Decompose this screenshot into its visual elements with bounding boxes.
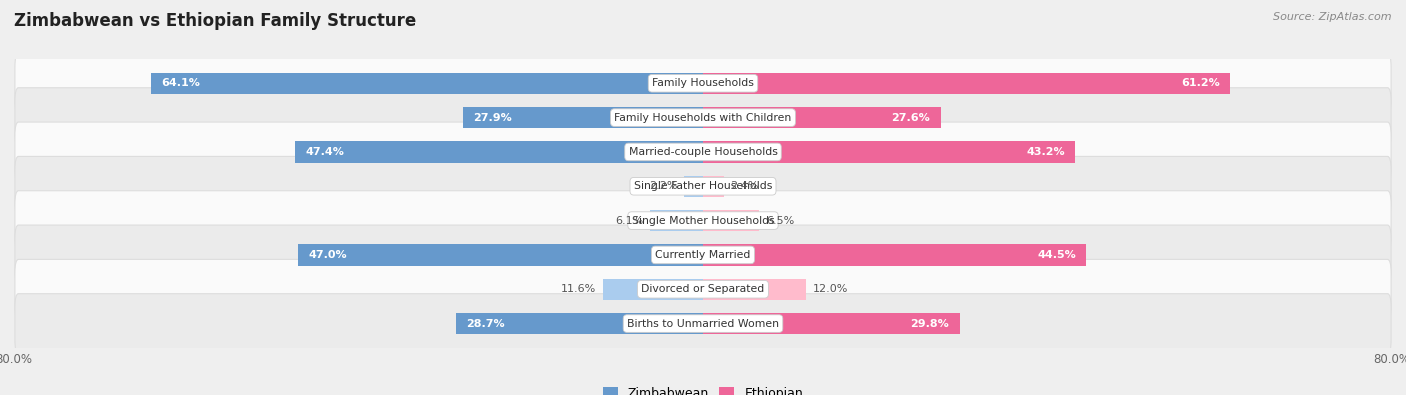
Text: 6.5%: 6.5% xyxy=(766,216,794,226)
Legend: Zimbabwean, Ethiopian: Zimbabwean, Ethiopian xyxy=(598,382,808,395)
FancyBboxPatch shape xyxy=(15,88,1391,147)
Bar xyxy=(703,141,1076,163)
Text: 11.6%: 11.6% xyxy=(561,284,596,294)
Text: 6.1%: 6.1% xyxy=(616,216,644,226)
Text: Zimbabwean vs Ethiopian Family Structure: Zimbabwean vs Ethiopian Family Structure xyxy=(14,12,416,30)
Bar xyxy=(463,107,703,128)
Text: Currently Married: Currently Married xyxy=(655,250,751,260)
Text: Births to Unmarried Women: Births to Unmarried Women xyxy=(627,319,779,329)
Bar xyxy=(298,244,703,265)
FancyBboxPatch shape xyxy=(15,53,1391,113)
Text: 27.9%: 27.9% xyxy=(472,113,512,122)
FancyBboxPatch shape xyxy=(15,156,1391,216)
Bar xyxy=(651,210,703,231)
Bar xyxy=(456,313,703,334)
Text: Married-couple Households: Married-couple Households xyxy=(628,147,778,157)
Bar xyxy=(703,73,1230,94)
Text: 29.8%: 29.8% xyxy=(911,319,949,329)
Bar xyxy=(150,73,703,94)
Bar xyxy=(703,244,1087,265)
Text: 47.4%: 47.4% xyxy=(305,147,344,157)
Text: 28.7%: 28.7% xyxy=(467,319,505,329)
Bar xyxy=(295,141,703,163)
Bar xyxy=(703,313,960,334)
Text: Divorced or Separated: Divorced or Separated xyxy=(641,284,765,294)
Bar xyxy=(703,176,724,197)
Text: 12.0%: 12.0% xyxy=(813,284,849,294)
Bar xyxy=(603,278,703,300)
Text: 61.2%: 61.2% xyxy=(1181,78,1219,88)
Bar xyxy=(703,107,941,128)
Bar xyxy=(685,176,703,197)
Text: Single Mother Households: Single Mother Households xyxy=(631,216,775,226)
FancyBboxPatch shape xyxy=(15,191,1391,250)
Text: Family Households: Family Households xyxy=(652,78,754,88)
Text: 47.0%: 47.0% xyxy=(308,250,347,260)
FancyBboxPatch shape xyxy=(15,122,1391,182)
Text: Single Father Households: Single Father Households xyxy=(634,181,772,191)
Text: 27.6%: 27.6% xyxy=(891,113,931,122)
Text: Source: ZipAtlas.com: Source: ZipAtlas.com xyxy=(1274,12,1392,22)
Text: 43.2%: 43.2% xyxy=(1026,147,1064,157)
Text: Family Households with Children: Family Households with Children xyxy=(614,113,792,122)
Text: 64.1%: 64.1% xyxy=(162,78,200,88)
FancyBboxPatch shape xyxy=(15,225,1391,285)
Text: 2.2%: 2.2% xyxy=(648,181,678,191)
Bar xyxy=(703,210,759,231)
Text: 2.4%: 2.4% xyxy=(731,181,759,191)
Bar xyxy=(703,278,807,300)
FancyBboxPatch shape xyxy=(15,294,1391,354)
FancyBboxPatch shape xyxy=(15,260,1391,319)
Text: 44.5%: 44.5% xyxy=(1038,250,1076,260)
